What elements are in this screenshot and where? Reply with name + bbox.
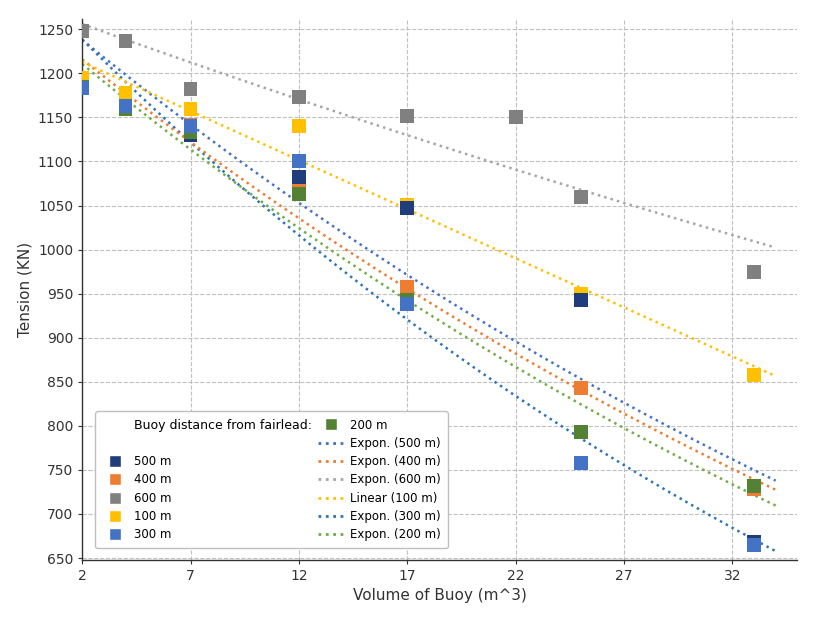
Point xyxy=(76,26,89,36)
Point xyxy=(747,481,760,491)
Point xyxy=(400,299,413,309)
Point xyxy=(400,203,413,213)
Point xyxy=(76,81,89,91)
Point xyxy=(747,369,760,379)
Point xyxy=(747,485,760,494)
Point xyxy=(293,121,306,131)
Point xyxy=(574,458,587,468)
Legend: Buoy distance from fairlead:, , 500 m, 400 m, 600 m, 100 m, 300 m, 200 m, Expon.: Buoy distance from fairlead:, , 500 m, 4… xyxy=(95,411,448,549)
Point xyxy=(574,192,587,202)
Point xyxy=(293,189,306,199)
Point xyxy=(119,101,132,111)
Point xyxy=(184,130,197,140)
Point xyxy=(119,102,132,112)
Point xyxy=(509,113,522,123)
Point xyxy=(119,35,132,45)
Point xyxy=(119,88,132,98)
Point xyxy=(400,111,413,121)
Point xyxy=(76,73,89,83)
Point xyxy=(400,295,413,305)
Point xyxy=(574,295,587,305)
Point xyxy=(747,267,760,277)
Point xyxy=(293,172,306,182)
Point xyxy=(747,537,760,547)
Point xyxy=(184,104,197,114)
Point xyxy=(76,83,89,93)
Point xyxy=(574,289,587,299)
Point xyxy=(400,282,413,292)
Point xyxy=(400,200,413,210)
Point xyxy=(184,84,197,94)
Point xyxy=(293,92,306,102)
Point xyxy=(747,540,760,550)
Point xyxy=(119,104,132,114)
Y-axis label: Tension (KN): Tension (KN) xyxy=(17,242,32,337)
Point xyxy=(574,383,587,393)
Point xyxy=(293,157,306,167)
Point xyxy=(184,128,197,137)
Point xyxy=(76,81,89,91)
Point xyxy=(184,120,197,130)
Point xyxy=(184,121,197,131)
Point xyxy=(119,101,132,111)
Point xyxy=(293,185,306,195)
Point xyxy=(76,83,89,93)
Point xyxy=(574,427,587,437)
X-axis label: Volume of Buoy (m^3): Volume of Buoy (m^3) xyxy=(353,588,527,603)
